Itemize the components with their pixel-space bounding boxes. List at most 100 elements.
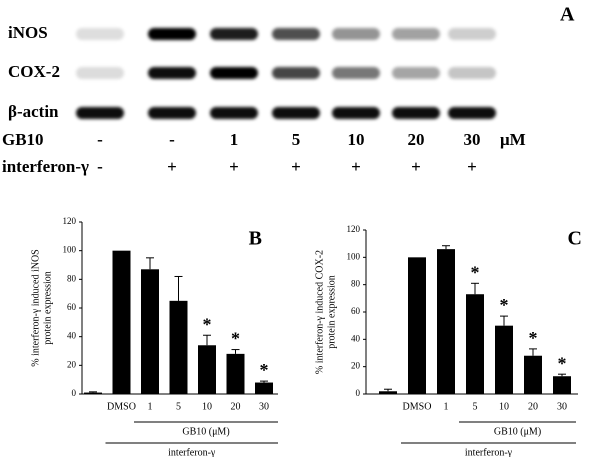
- bar: [112, 250, 131, 394]
- blot-band: [272, 28, 320, 40]
- condition-value: -: [97, 157, 103, 176]
- condition-value: 5: [292, 130, 301, 149]
- blot-band: [392, 107, 440, 119]
- y-axis-label: % interferon-γ induced iNOS: [30, 249, 41, 366]
- blot-band: [148, 67, 196, 79]
- significance: *: [471, 262, 480, 282]
- condition-value: -: [97, 130, 103, 149]
- condition-value: +: [229, 157, 239, 176]
- y-tick-label: 0: [356, 388, 361, 398]
- blot-band: [210, 107, 258, 119]
- panel-label: B: [249, 228, 262, 250]
- x-tick-label: 5: [176, 401, 181, 412]
- blot-band: [148, 28, 196, 40]
- blot-band: [332, 67, 380, 79]
- x-tick-label: 30: [259, 401, 269, 412]
- condition-value: 1: [230, 130, 239, 149]
- blot-band: [392, 28, 440, 40]
- bar: [198, 345, 216, 394]
- y-axis-label: protein expression: [326, 275, 337, 349]
- x-tick-label: DMSO: [403, 401, 432, 412]
- y-tick-label: 0: [72, 388, 77, 398]
- condition-value: +: [291, 157, 301, 176]
- group-label: interferon-γ: [168, 447, 216, 457]
- significance: *: [203, 314, 212, 334]
- blot-row-label: β-actin: [8, 102, 59, 121]
- condition-value: +: [351, 157, 361, 176]
- bar: [408, 257, 426, 394]
- blot-band: [332, 107, 380, 119]
- y-axis-label: % interferon-γ induced COX-2: [314, 250, 325, 374]
- bar: [226, 353, 245, 394]
- blot-row-label: iNOS: [8, 23, 48, 42]
- y-tick-label: 20: [67, 359, 77, 369]
- condition-value: 20: [408, 130, 425, 149]
- group-label: interferon-γ: [465, 447, 513, 457]
- blot-band: [76, 28, 124, 40]
- x-tick-label: 1: [444, 401, 449, 412]
- y-tick-label: 80: [351, 279, 361, 289]
- blot-band: [272, 67, 320, 79]
- y-tick-label: 60: [351, 306, 361, 316]
- blot-band: [76, 67, 124, 79]
- panel-label: C: [568, 228, 582, 250]
- y-tick-label: 120: [347, 224, 361, 234]
- condition-value: 30: [464, 130, 481, 149]
- bar: [437, 249, 455, 394]
- x-tick-label: 1: [148, 401, 153, 412]
- condition-value: +: [167, 157, 177, 176]
- bar: [495, 325, 513, 394]
- significance: *: [529, 328, 538, 348]
- bar: [169, 300, 188, 394]
- blot-band: [148, 107, 196, 119]
- x-tick-label: DMSO: [107, 401, 136, 412]
- y-tick-label: 120: [63, 216, 77, 226]
- bar: [141, 269, 159, 394]
- x-tick-label: 5: [473, 401, 478, 412]
- blot-band: [448, 28, 496, 40]
- blot-band: [448, 67, 496, 79]
- group-label: GB10 (μM): [182, 426, 229, 437]
- x-tick-label: 20: [528, 401, 538, 412]
- y-tick-label: 40: [351, 333, 361, 343]
- blot-band: [210, 67, 258, 79]
- significance: *: [500, 295, 509, 315]
- bar: [553, 376, 571, 394]
- x-tick-label: 20: [231, 401, 241, 412]
- blot-band: [76, 107, 124, 119]
- bar: [255, 382, 273, 394]
- blot-band: [210, 28, 258, 40]
- x-tick-label: 30: [557, 401, 567, 412]
- significance: *: [558, 353, 567, 373]
- significance: *: [231, 329, 240, 349]
- y-tick-label: 100: [347, 251, 361, 261]
- y-tick-label: 60: [67, 302, 77, 312]
- condition-value: 10: [348, 130, 365, 149]
- condition-value: -: [169, 130, 175, 149]
- blot-band: [332, 28, 380, 40]
- y-tick-label: 80: [67, 273, 77, 283]
- blot-band: [448, 107, 496, 119]
- condition-name: interferon-γ: [2, 157, 89, 176]
- y-tick-label: 100: [63, 245, 77, 255]
- y-axis-label: protein expression: [42, 271, 53, 345]
- blot-band: [272, 107, 320, 119]
- condition-name: GB10: [2, 130, 44, 149]
- y-tick-label: 20: [351, 361, 361, 371]
- x-tick-label: 10: [499, 401, 509, 412]
- condition-value: +: [411, 157, 421, 176]
- blot-band: [392, 67, 440, 79]
- group-label: GB10 (μM): [494, 426, 541, 437]
- condition-unit: μM: [500, 130, 526, 149]
- panel-label: A: [560, 4, 575, 26]
- bar: [466, 294, 484, 394]
- significance: *: [260, 360, 269, 380]
- bar: [524, 355, 542, 394]
- bar: [84, 392, 102, 394]
- x-tick-label: 10: [202, 401, 212, 412]
- blot-row-label: COX-2: [8, 62, 60, 81]
- y-tick-label: 40: [67, 331, 77, 341]
- bar: [379, 391, 397, 394]
- condition-value: +: [467, 157, 477, 176]
